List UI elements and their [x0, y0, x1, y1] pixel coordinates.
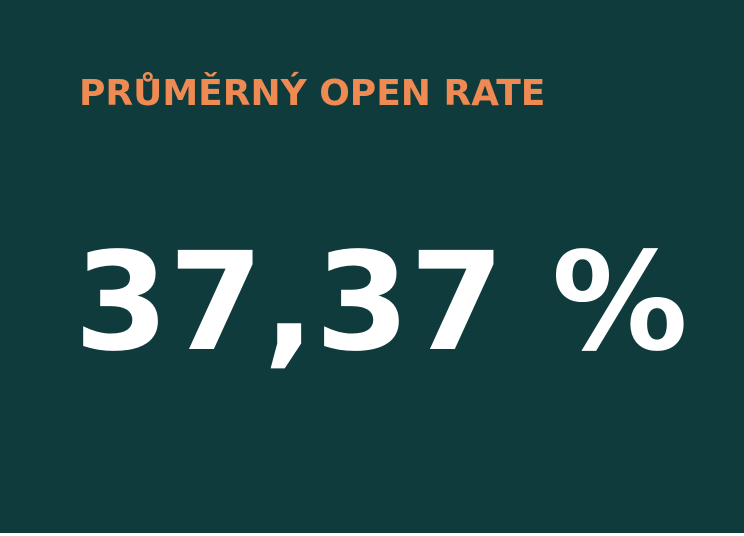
stat-value: 37,37 % — [74, 224, 688, 382]
stat-label: PRŮMĚRNÝ OPEN RATE — [79, 73, 546, 114]
